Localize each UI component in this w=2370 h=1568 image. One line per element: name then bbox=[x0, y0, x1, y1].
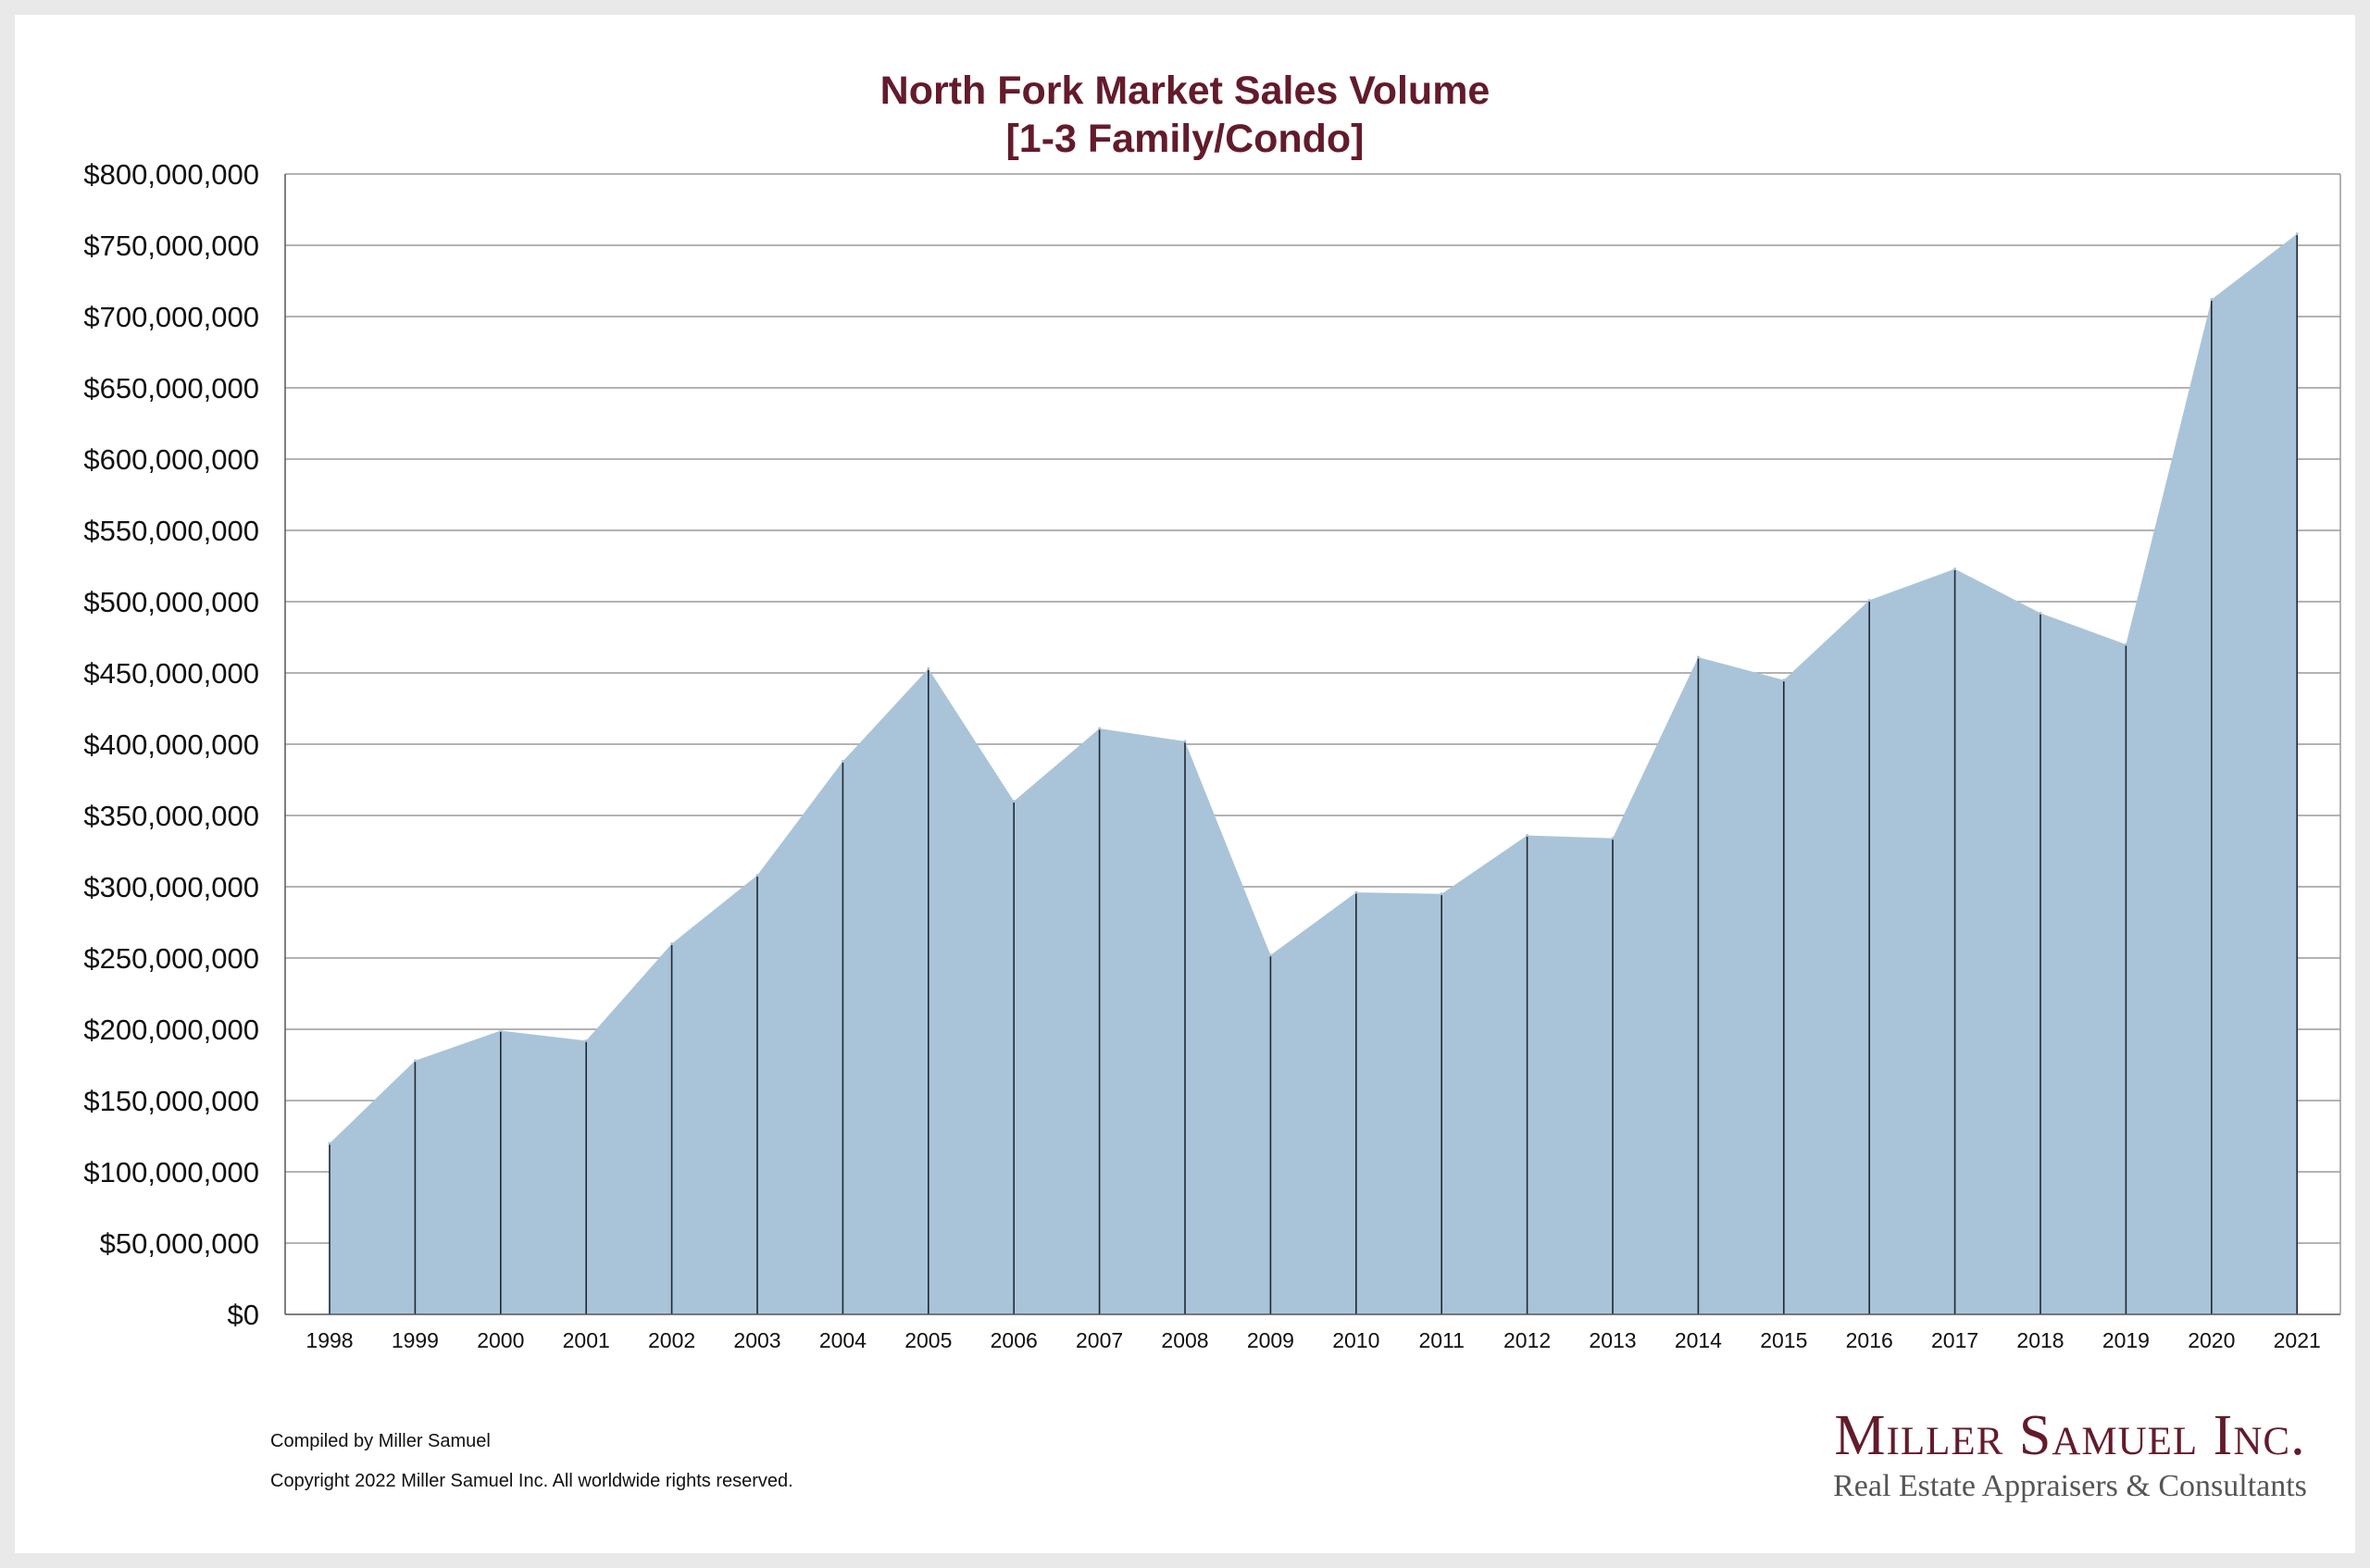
brand-logo: Miller Samuel Inc. Real Estate Appraiser… bbox=[1820, 1403, 2320, 1505]
x-tick-label: 2002 bbox=[648, 1328, 695, 1352]
x-tick-label: 1999 bbox=[392, 1328, 439, 1352]
area-chart: $0 $50,000,000 $100,000,000 $150,000,000 $20… bbox=[83, 158, 2341, 1352]
x-tick-label: 2004 bbox=[819, 1328, 867, 1352]
data-point-2000 bbox=[499, 1029, 503, 1033]
x-tick-label: 2021 bbox=[2274, 1328, 2321, 1352]
y-tick-label: $600,000,000 bbox=[83, 443, 259, 476]
data-point-2021 bbox=[2295, 232, 2299, 236]
y-tick-label: $350,000,000 bbox=[83, 800, 259, 832]
y-tick-label: $200,000,000 bbox=[83, 1014, 259, 1046]
x-tick-label: 2005 bbox=[904, 1328, 952, 1352]
data-point-2019 bbox=[2124, 642, 2127, 646]
y-tick-label: $500,000,000 bbox=[83, 586, 259, 618]
sales-volume-area bbox=[330, 233, 2298, 1315]
x-tick-label: 2006 bbox=[991, 1328, 1038, 1352]
y-tick-label: $100,000,000 bbox=[83, 1156, 259, 1188]
x-tick-label: 2016 bbox=[1846, 1328, 1893, 1352]
x-tick-label: 2008 bbox=[1161, 1328, 1208, 1352]
x-tick-label: 2019 bbox=[2102, 1328, 2150, 1352]
data-point-2004 bbox=[841, 759, 844, 763]
data-point-2010 bbox=[1354, 890, 1358, 894]
data-point-2007 bbox=[1098, 727, 1102, 730]
brand-tagline: Real Estate Appraisers & Consultants bbox=[1833, 1469, 2307, 1503]
data-point-2003 bbox=[755, 874, 759, 877]
chart-title-line1: North Fork Market Sales Volume bbox=[879, 68, 1491, 113]
data-point-2006 bbox=[1012, 800, 1016, 803]
y-tick-label: $300,000,000 bbox=[83, 871, 259, 903]
y-tick-label: $650,000,000 bbox=[83, 372, 259, 404]
data-point-1999 bbox=[413, 1059, 417, 1063]
x-tick-label: 2000 bbox=[477, 1328, 524, 1352]
data-point-2020 bbox=[2210, 298, 2214, 302]
x-tick-label: 2001 bbox=[563, 1328, 610, 1352]
y-tick-label: $400,000,000 bbox=[83, 728, 259, 761]
y-tick-label: $550,000,000 bbox=[83, 515, 259, 547]
brand-name: Miller Samuel Inc. bbox=[1834, 1404, 2306, 1467]
data-point-2002 bbox=[670, 942, 674, 946]
chart-title: North Fork Market Sales Volume [1-3 Fami… bbox=[15, 67, 2355, 163]
x-tick-label: 2015 bbox=[1760, 1328, 1807, 1352]
y-tick-label: $750,000,000 bbox=[83, 230, 259, 262]
axes bbox=[284, 174, 2341, 1315]
x-tick-labels: 1998 1999 2000 2001 2002 2003 2004 2005 2006 2007… bbox=[306, 1328, 2320, 1352]
data-point-2008 bbox=[1183, 740, 1187, 743]
copyright-note: Copyright 2022 Miller Samuel Inc. All wo… bbox=[270, 1471, 793, 1491]
data-point-2018 bbox=[2039, 611, 2042, 615]
chart-title-line2: [1-3 Family/Condo] bbox=[1005, 117, 1365, 161]
compiled-by-note: Compiled by Miller Samuel bbox=[270, 1431, 491, 1451]
x-tick-label: 2012 bbox=[1503, 1328, 1551, 1352]
x-tick-label: 2020 bbox=[2188, 1328, 2235, 1352]
x-tick-label: 2011 bbox=[1418, 1328, 1464, 1352]
data-point-2009 bbox=[1268, 953, 1272, 957]
y-tick-label: $800,000,000 bbox=[83, 158, 259, 191]
y-tick-label: $250,000,000 bbox=[83, 942, 259, 975]
x-tick-label: 2017 bbox=[1931, 1328, 1978, 1352]
data-point-1998 bbox=[328, 1141, 331, 1145]
drop-lines bbox=[328, 232, 2299, 1314]
x-tick-label: 2009 bbox=[1247, 1328, 1294, 1352]
data-point-2012 bbox=[1526, 834, 1529, 838]
data-point-2015 bbox=[1782, 678, 1786, 682]
data-point-2014 bbox=[1696, 655, 1700, 659]
x-tick-label: 1998 bbox=[306, 1328, 353, 1352]
y-tick-labels: $0 $50,000,000 $100,000,000 $150,000,000 $20… bbox=[83, 158, 259, 1331]
area-layer bbox=[330, 233, 2298, 1315]
x-tick-label: 2007 bbox=[1076, 1328, 1123, 1352]
x-tick-label: 2010 bbox=[1332, 1328, 1379, 1352]
data-point-2017 bbox=[1953, 567, 1957, 571]
data-point-2016 bbox=[1867, 598, 1871, 602]
chart-frame: North Fork Market Sales Volume [1-3 Fami… bbox=[15, 15, 2355, 1553]
x-tick-label: 2013 bbox=[1589, 1328, 1636, 1352]
data-point-2005 bbox=[927, 666, 930, 670]
y-tick-label: $450,000,000 bbox=[83, 657, 259, 690]
y-tick-label: $0 bbox=[228, 1299, 259, 1331]
data-point-2011 bbox=[1440, 892, 1443, 896]
x-tick-label: 2018 bbox=[2016, 1328, 2064, 1352]
x-tick-label: 2014 bbox=[1675, 1328, 1722, 1352]
y-tick-label: $50,000,000 bbox=[100, 1227, 259, 1260]
data-point-2001 bbox=[584, 1039, 588, 1042]
y-tick-label: $150,000,000 bbox=[83, 1085, 259, 1117]
x-tick-label: 2003 bbox=[733, 1328, 780, 1352]
data-point-2013 bbox=[1611, 837, 1615, 840]
y-tick-label: $700,000,000 bbox=[83, 301, 259, 333]
